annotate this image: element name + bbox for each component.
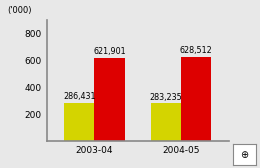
Bar <box>181 57 211 141</box>
Bar <box>151 103 181 141</box>
Text: 628,512: 628,512 <box>180 46 213 55</box>
Bar <box>94 57 125 141</box>
Bar <box>64 103 94 141</box>
Text: 286,431: 286,431 <box>63 92 96 101</box>
Text: ('000): ('000) <box>7 6 31 15</box>
Text: ⊕: ⊕ <box>240 150 249 160</box>
Text: 621,901: 621,901 <box>93 47 126 56</box>
Text: 283,235: 283,235 <box>150 93 182 102</box>
